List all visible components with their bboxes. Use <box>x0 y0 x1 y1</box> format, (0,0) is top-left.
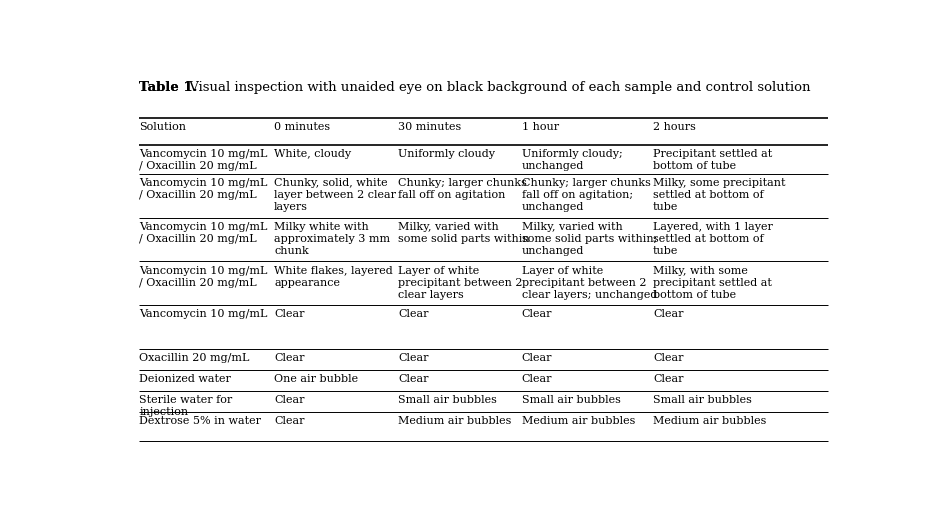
Text: Medium air bubbles: Medium air bubbles <box>398 416 511 426</box>
Text: Chunky, solid, white
layer between 2 clear
layers: Chunky, solid, white layer between 2 cle… <box>274 178 396 212</box>
Text: Uniformly cloudy;
unchanged: Uniformly cloudy; unchanged <box>522 149 622 171</box>
Text: Layer of white
precipitant between 2
clear layers: Layer of white precipitant between 2 cle… <box>398 266 523 300</box>
Text: Clear: Clear <box>653 353 683 363</box>
Text: Clear: Clear <box>653 374 683 384</box>
Text: White flakes, layered
appearance: White flakes, layered appearance <box>274 266 393 288</box>
Text: Clear: Clear <box>522 353 553 363</box>
Text: Clear: Clear <box>398 374 429 384</box>
Text: One air bubble: One air bubble <box>274 374 358 384</box>
Text: Milky, some precipitant
settled at bottom of
tube: Milky, some precipitant settled at botto… <box>653 178 786 212</box>
Text: Clear: Clear <box>398 309 429 319</box>
Text: Vancomycin 10 mg/mL
/ Oxacillin 20 mg/mL: Vancomycin 10 mg/mL / Oxacillin 20 mg/mL <box>139 149 268 171</box>
Text: Solution: Solution <box>139 122 186 132</box>
Text: Chunky; larger chunks
fall off on agitation;
unchanged: Chunky; larger chunks fall off on agitat… <box>522 178 650 212</box>
Text: Milky, varied with
some solid parts within;
unchanged: Milky, varied with some solid parts with… <box>522 222 657 256</box>
Text: Milky white with
approximately 3 mm
chunk: Milky white with approximately 3 mm chun… <box>274 222 390 256</box>
Text: 2 hours: 2 hours <box>653 122 696 132</box>
Text: 0 minutes: 0 minutes <box>274 122 330 132</box>
Text: Clear: Clear <box>274 353 305 363</box>
Text: Table 1.: Table 1. <box>139 81 197 94</box>
Text: 1 hour: 1 hour <box>522 122 559 132</box>
Text: Dextrose 5% in water: Dextrose 5% in water <box>139 416 261 426</box>
Text: Clear: Clear <box>398 353 429 363</box>
Text: Small air bubbles: Small air bubbles <box>522 395 620 405</box>
Text: Medium air bubbles: Medium air bubbles <box>653 416 766 426</box>
Text: Clear: Clear <box>522 309 553 319</box>
Text: Chunky; larger chunks
fall off on agitation: Chunky; larger chunks fall off on agitat… <box>398 178 526 200</box>
Text: Vancomycin 10 mg/mL
/ Oxacillin 20 mg/mL: Vancomycin 10 mg/mL / Oxacillin 20 mg/mL <box>139 266 268 288</box>
Text: Small air bubbles: Small air bubbles <box>398 395 497 405</box>
Text: Precipitant settled at
bottom of tube: Precipitant settled at bottom of tube <box>653 149 772 171</box>
Text: Layer of white
precipitant between 2
clear layers; unchanged: Layer of white precipitant between 2 cle… <box>522 266 657 300</box>
Text: Vancomycin 10 mg/mL
/ Oxacillin 20 mg/mL: Vancomycin 10 mg/mL / Oxacillin 20 mg/mL <box>139 178 268 200</box>
Text: Oxacillin 20 mg/mL: Oxacillin 20 mg/mL <box>139 353 250 363</box>
Text: 30 minutes: 30 minutes <box>398 122 462 132</box>
Text: Vancomycin 10 mg/mL
/ Oxacillin 20 mg/mL: Vancomycin 10 mg/mL / Oxacillin 20 mg/mL <box>139 222 268 244</box>
Text: Milky, with some
precipitant settled at
bottom of tube: Milky, with some precipitant settled at … <box>653 266 772 300</box>
Text: Clear: Clear <box>653 309 683 319</box>
Text: Clear: Clear <box>522 374 553 384</box>
Text: Clear: Clear <box>274 309 305 319</box>
Text: Clear: Clear <box>274 395 305 405</box>
Text: Deionized water: Deionized water <box>139 374 231 384</box>
Text: Visual inspection with unaided eye on black background of each sample and contro: Visual inspection with unaided eye on bl… <box>184 81 810 94</box>
Text: Sterile water for
injection: Sterile water for injection <box>139 395 232 417</box>
Text: Vancomycin 10 mg/mL: Vancomycin 10 mg/mL <box>139 309 268 319</box>
Text: Uniformly cloudy: Uniformly cloudy <box>398 149 495 159</box>
Text: Small air bubbles: Small air bubbles <box>653 395 752 405</box>
Text: Medium air bubbles: Medium air bubbles <box>522 416 635 426</box>
Text: White, cloudy: White, cloudy <box>274 149 352 159</box>
Text: Clear: Clear <box>274 416 305 426</box>
Text: Table 1.: Table 1. <box>139 81 197 94</box>
Text: Layered, with 1 layer
settled at bottom of
tube: Layered, with 1 layer settled at bottom … <box>653 222 773 256</box>
Text: Milky, varied with
some solid parts within: Milky, varied with some solid parts with… <box>398 222 529 244</box>
